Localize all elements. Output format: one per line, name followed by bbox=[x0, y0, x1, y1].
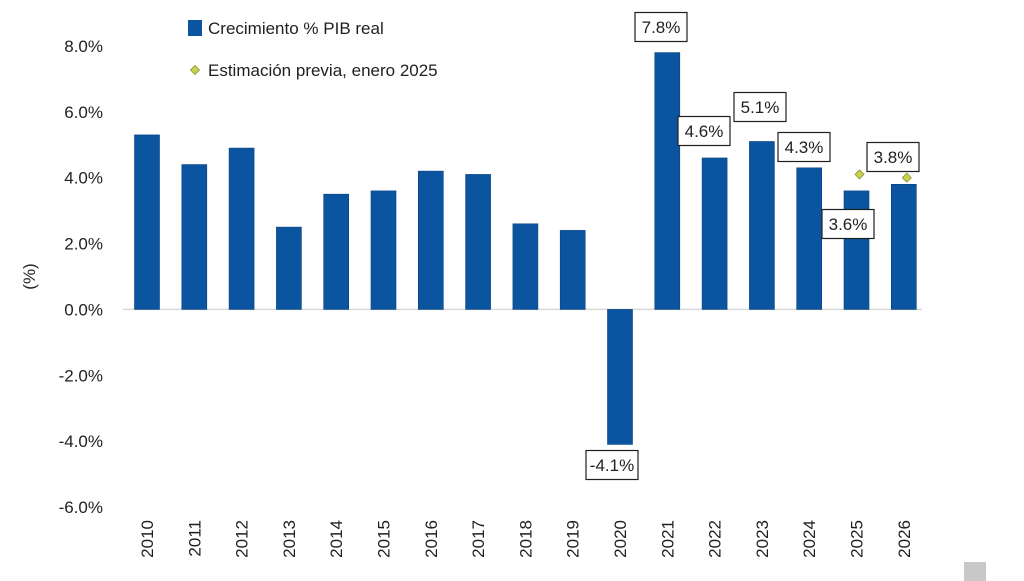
bar-2016 bbox=[417, 170, 444, 310]
bar-2020 bbox=[607, 309, 633, 445]
y-tick-label: 2.0% bbox=[64, 235, 103, 254]
x-tick-label: 2017 bbox=[469, 520, 488, 558]
data-label-box bbox=[821, 208, 875, 240]
x-tick-label: 2023 bbox=[753, 520, 772, 558]
data-label-2020: -4.1% bbox=[585, 449, 639, 481]
y-tick-label: -2.0% bbox=[59, 366, 103, 385]
legend-entry-estimate: Estimación previa, enero 2025 bbox=[208, 61, 438, 80]
y-axis-label: (%) bbox=[20, 263, 39, 289]
x-tick-label: 2025 bbox=[848, 520, 867, 558]
bar-2012 bbox=[228, 147, 255, 310]
y-tick-label: 4.0% bbox=[64, 169, 103, 188]
legend: Crecimiento % PIB real Estimación previa… bbox=[188, 19, 438, 80]
legend-entry-growth: Crecimiento % PIB real bbox=[208, 19, 384, 38]
y-tick-label: -6.0% bbox=[59, 498, 103, 517]
data-label-text: 4.3% bbox=[785, 138, 824, 157]
x-tick-label: 2013 bbox=[280, 520, 299, 558]
data-label-2023: 5.1% bbox=[733, 91, 787, 123]
data-label-box bbox=[733, 91, 787, 123]
x-tick-label: 2021 bbox=[658, 520, 677, 558]
x-tick-label: 2018 bbox=[516, 520, 535, 558]
y-axis-ticks: 8.0% 6.0% 4.0% 2.0% 0.0% -2.0% -4.0% -6.0% bbox=[59, 37, 103, 517]
x-tick-label: 2014 bbox=[327, 520, 346, 558]
legend-swatch-bar bbox=[188, 20, 202, 36]
y-tick-label: 0.0% bbox=[64, 300, 103, 319]
bar-2017 bbox=[465, 174, 491, 310]
data-label-box bbox=[634, 11, 688, 43]
bar-2014 bbox=[323, 193, 350, 310]
bars-group bbox=[134, 52, 917, 445]
x-axis-ticks: 2010 2011 2012 2013 2014 2015 2016 2017 2018 2019… bbox=[138, 520, 914, 558]
data-label-box bbox=[585, 449, 639, 481]
bar-2019 bbox=[559, 230, 586, 310]
bar-2015 bbox=[370, 190, 397, 310]
x-tick-label: 2026 bbox=[895, 520, 914, 558]
y-tick-label: -4.0% bbox=[59, 432, 103, 451]
data-label-text: 3.6% bbox=[829, 215, 868, 234]
data-label-text: 3.8% bbox=[874, 148, 913, 167]
data-labels: -4.1% 7.8% 4.6% 5.1% 4.3% 3.6% 3.8% bbox=[585, 11, 920, 481]
data-label-text: 4.6% bbox=[685, 122, 724, 141]
estimate-marker-2025 bbox=[854, 169, 865, 180]
x-tick-label: 2019 bbox=[564, 520, 583, 558]
bar-2022 bbox=[701, 157, 728, 310]
x-tick-label: 2024 bbox=[800, 520, 819, 558]
data-label-box bbox=[866, 141, 920, 173]
x-tick-label: 2015 bbox=[375, 520, 394, 558]
bar-2021 bbox=[654, 52, 681, 310]
data-label-text: -4.1% bbox=[590, 456, 634, 475]
data-label-2025: 3.6% bbox=[821, 208, 875, 240]
corner-square bbox=[964, 562, 986, 581]
data-label-2024: 4.3% bbox=[777, 131, 831, 163]
data-label-box bbox=[777, 131, 831, 163]
bar-2025 bbox=[843, 190, 870, 310]
x-tick-label: 2012 bbox=[233, 520, 252, 558]
x-tick-label: 2010 bbox=[138, 520, 157, 558]
x-tick-label: 2016 bbox=[422, 520, 441, 558]
x-tick-label: 2020 bbox=[611, 520, 630, 558]
x-tick-label: 2022 bbox=[706, 520, 725, 558]
estimate-marker-2026 bbox=[901, 172, 912, 183]
bar-2010 bbox=[134, 134, 160, 310]
bar-2018 bbox=[512, 223, 539, 310]
bar-2024 bbox=[796, 167, 823, 310]
bar-2013 bbox=[276, 226, 302, 310]
y-tick-label: 6.0% bbox=[64, 103, 103, 122]
data-label-2022: 4.6% bbox=[677, 115, 731, 147]
data-label-2026: 3.8% bbox=[866, 141, 920, 173]
estimate-markers bbox=[854, 169, 912, 183]
bar-2026 bbox=[890, 184, 917, 310]
data-label-text: 7.8% bbox=[642, 18, 681, 37]
data-label-2021: 7.8% bbox=[634, 11, 688, 43]
legend-swatch-diamond bbox=[189, 64, 201, 76]
x-tick-label: 2011 bbox=[185, 520, 204, 557]
y-tick-label: 8.0% bbox=[64, 37, 103, 56]
data-label-text: 5.1% bbox=[741, 98, 780, 117]
bar-2023 bbox=[749, 141, 775, 310]
bar-2011 bbox=[181, 164, 208, 310]
data-label-box bbox=[677, 115, 731, 147]
